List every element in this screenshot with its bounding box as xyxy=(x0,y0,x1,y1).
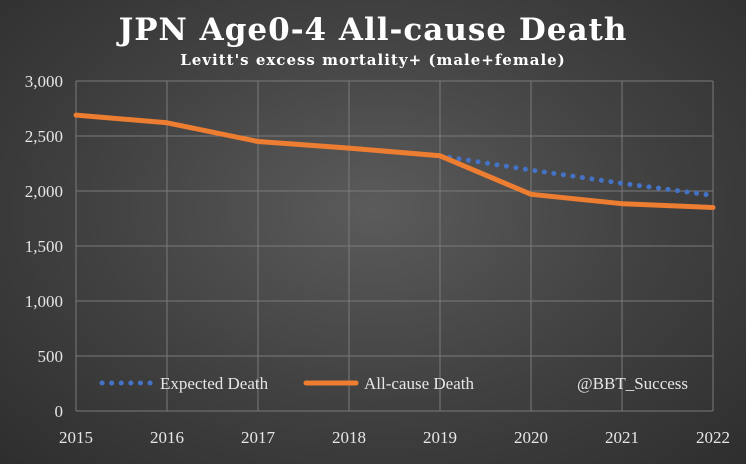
all-cause-death-line xyxy=(73,112,716,210)
x-tick-label: 2016 xyxy=(150,428,184,447)
legend: Expected Death All-cause Death @BBT_Succ… xyxy=(99,374,688,393)
x-tick-label: 2018 xyxy=(332,428,366,447)
legend-label-allcause: All-cause Death xyxy=(364,374,474,393)
x-tick-label: 2019 xyxy=(423,428,457,447)
chart-title: JPN Age0-4 All-cause Death xyxy=(116,12,628,48)
y-axis-ticks: 0 500 1,000 1,500 2,000 2,500 3,000 xyxy=(25,72,63,421)
series-group xyxy=(73,112,716,210)
legend-label-expected: Expected Death xyxy=(160,374,269,393)
y-tick-label: 500 xyxy=(38,347,64,366)
x-tick-label: 2020 xyxy=(514,428,548,447)
y-tick-label: 2,000 xyxy=(25,182,63,201)
chart-subtitle: Levitt's excess mortality+ (male+female) xyxy=(180,51,566,69)
y-tick-label: 0 xyxy=(55,402,64,421)
x-tick-label: 2021 xyxy=(605,428,639,447)
x-axis-ticks: 2015 2016 2017 2018 2019 2020 2021 2022 xyxy=(59,428,730,447)
y-tick-label: 1,500 xyxy=(25,237,63,256)
watermark: @BBT_Success xyxy=(577,374,688,393)
x-tick-label: 2015 xyxy=(59,428,93,447)
expected-death-line xyxy=(437,153,716,198)
y-tick-label: 2,500 xyxy=(25,127,63,146)
gridlines xyxy=(75,80,714,412)
x-tick-label: 2022 xyxy=(696,428,730,447)
y-tick-label: 3,000 xyxy=(25,72,63,91)
y-tick-label: 1,000 xyxy=(25,292,63,311)
x-tick-label: 2017 xyxy=(241,428,276,447)
